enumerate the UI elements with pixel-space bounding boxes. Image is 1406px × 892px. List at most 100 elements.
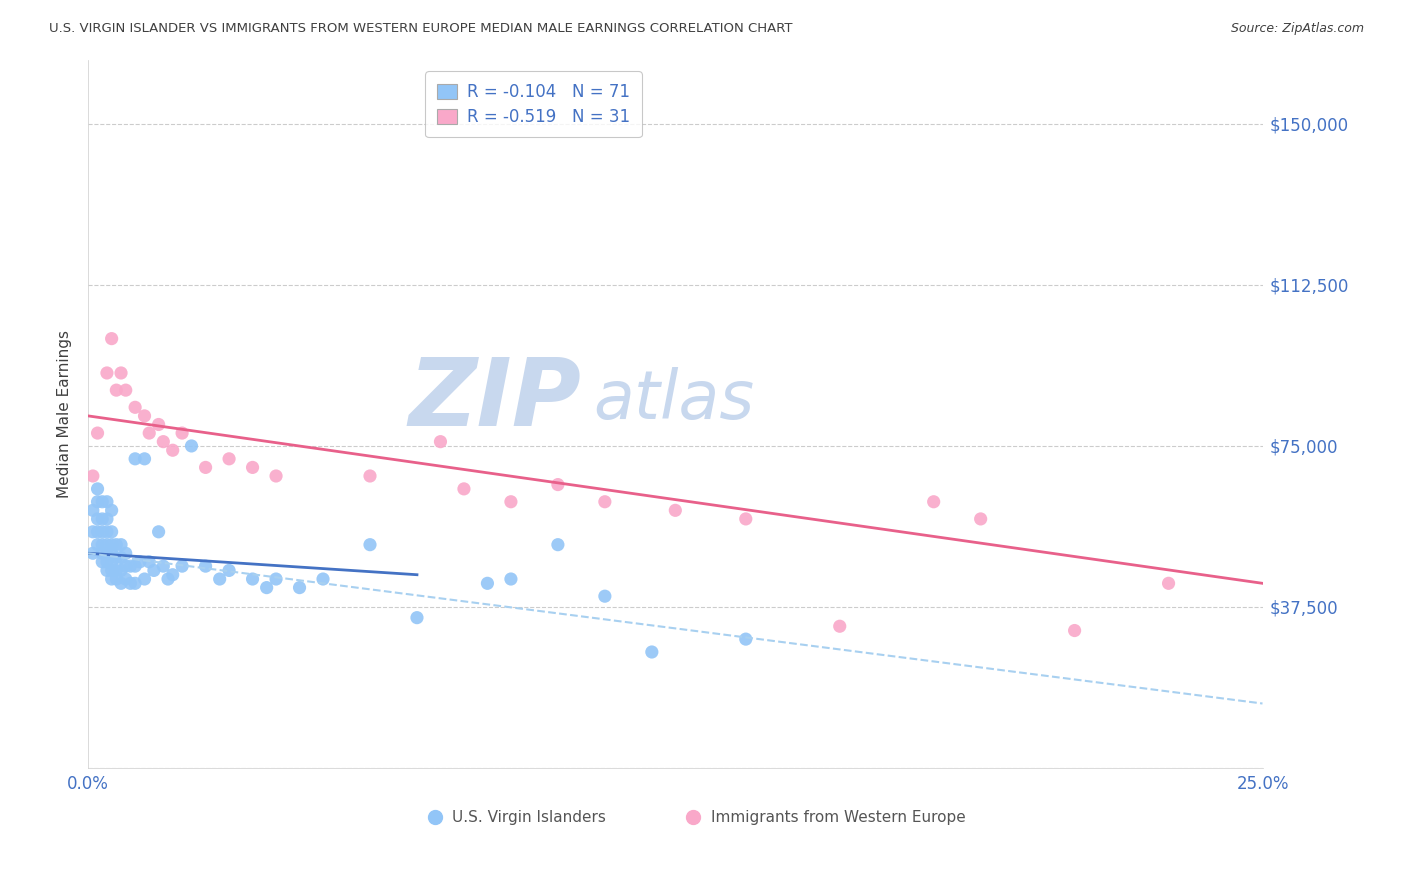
Point [96,495,118,509]
Point [86,512,108,526]
Point [120,559,142,574]
Point [172,426,194,441]
Point [593,589,616,603]
Point [142,564,165,578]
Point [406,610,429,624]
Point [110,366,132,380]
Point [734,632,756,647]
Point [138,555,160,569]
Point [96,555,118,569]
Point [218,564,240,578]
Point [82,546,104,560]
Point [922,495,945,509]
Point [110,550,132,565]
Point [105,550,128,565]
Point [82,503,104,517]
Point [114,383,136,397]
Point [105,383,128,397]
Point [91,524,114,539]
Point [96,564,118,578]
Point [100,564,122,578]
Point [664,503,686,517]
Point [86,538,108,552]
Point [593,495,616,509]
Point [91,512,114,526]
Point [734,512,756,526]
Point [359,538,381,552]
Point [148,417,170,432]
Point [828,619,851,633]
Point [477,576,499,591]
Point [91,546,114,560]
Point [110,538,132,552]
Point [120,576,142,591]
Point [114,572,136,586]
Point [100,555,122,569]
Point [172,559,194,574]
Point [100,524,122,539]
Point [91,538,114,552]
Point [134,451,156,466]
Point [208,572,231,586]
Point [96,524,118,539]
Point [162,567,184,582]
Point [256,581,278,595]
Text: U.S. VIRGIN ISLANDER VS IMMIGRANTS FROM WESTERN EUROPE MEDIAN MALE EARNINGS CORR: U.S. VIRGIN ISLANDER VS IMMIGRANTS FROM … [49,22,793,36]
Point [82,469,104,483]
Point [124,559,146,574]
Point [969,512,991,526]
Point [242,572,264,586]
Point [96,512,118,526]
Point [1063,624,1085,638]
Point [114,546,136,560]
Point [148,524,170,539]
Point [499,495,522,509]
Point [100,572,122,586]
Point [429,434,451,449]
Text: U.S. Virgin Islanders: U.S. Virgin Islanders [453,810,606,825]
Point [218,451,240,466]
Point [134,572,156,586]
Point [86,524,108,539]
Point [100,503,122,517]
Point [359,469,381,483]
Point [82,524,104,539]
Point [105,538,128,552]
Point [152,434,174,449]
Point [86,495,108,509]
Text: Source: ZipAtlas.com: Source: ZipAtlas.com [1230,22,1364,36]
Point [312,572,335,586]
Point [100,546,122,560]
Legend: R = -0.104   N = 71, R = -0.519   N = 31: R = -0.104 N = 71, R = -0.519 N = 31 [425,71,641,137]
Point [156,572,179,586]
Point [288,581,311,595]
Point [96,538,118,552]
Point [194,559,217,574]
Point [134,409,156,423]
Point [453,482,475,496]
Point [194,460,217,475]
Point [91,495,114,509]
Point [128,555,150,569]
Point [180,439,202,453]
Point [105,564,128,578]
Point [96,366,118,380]
Point [162,443,184,458]
Text: Immigrants from Western Europe: Immigrants from Western Europe [710,810,966,825]
Point [124,401,146,415]
Point [264,469,287,483]
Point [547,538,569,552]
Point [110,576,132,591]
Text: atlas: atlas [593,367,754,433]
Point [242,460,264,475]
Point [100,538,122,552]
Point [100,332,122,346]
Point [499,572,522,586]
Point [547,477,569,491]
Point [86,482,108,496]
Point [91,555,114,569]
Y-axis label: Median Male Earnings: Median Male Earnings [58,330,72,498]
Point [105,572,128,586]
Point [124,576,146,591]
Text: ZIP: ZIP [409,353,581,446]
